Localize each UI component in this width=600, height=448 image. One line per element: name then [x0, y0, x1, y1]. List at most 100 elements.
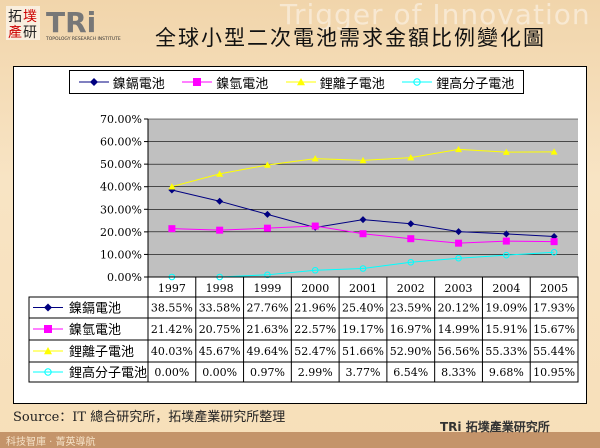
legend-label: 鋰離子電池 — [319, 76, 385, 92]
legend-label: 鎳鎘電池 — [112, 76, 165, 92]
legend-label: 鎳氫電池 — [216, 76, 269, 92]
table-cell: 27.76% — [246, 302, 288, 315]
data-point — [263, 161, 271, 168]
legend-item: 鋰離子電池 — [285, 73, 385, 92]
chart-svg: 0.00% 10.00% 20.00% 30.00% 40.00% 50.00% 60.00… — [28, 113, 579, 383]
source-note: Source：IT 總合研究所，拓墣產業研究所整理 — [13, 410, 286, 425]
y-tick-label: 30.00% — [100, 203, 142, 216]
plot-area — [148, 119, 578, 277]
x-tick-label: 2000 — [301, 282, 329, 295]
legend-swatch — [182, 78, 213, 86]
table-legend-diamond-icon — [44, 303, 52, 312]
legend-marker-square-icon — [193, 78, 202, 86]
x-tick-label: 1999 — [253, 282, 281, 295]
chart: 鎳鎘電池 鎳氫電池 鋰離子電池 鋰高分子電池 0.00% 10.00% 20.00% 30.… — [13, 66, 587, 404]
svg-text:墣: 墣 — [23, 9, 37, 25]
footer-brand: TRi 拓墣產業研究所 — [440, 420, 550, 434]
y-tick-label: 60.00% — [100, 136, 142, 149]
data-point — [407, 258, 415, 266]
data-point — [455, 145, 463, 153]
svg-text:產: 產 — [8, 24, 22, 41]
y-tick-label: 40.00% — [100, 181, 142, 194]
x-tick-label: 2005 — [540, 282, 568, 295]
tri-logo: 拓墣 產研 TRi TOPOLOGY RESEARCH INSTITUTE — [6, 6, 121, 42]
table-cell: 21.96% — [294, 302, 336, 315]
table-cell: 20.75% — [199, 323, 241, 336]
table-cell: 21.63% — [246, 323, 288, 336]
y-tick-label: 20.00% — [100, 226, 142, 239]
legend-label: 鋰高分子電池 — [436, 76, 515, 92]
table-legend-square-icon — [44, 325, 52, 333]
data-point — [216, 170, 224, 177]
series-line — [171, 251, 555, 278]
table-cell: 19.17% — [342, 323, 384, 336]
table-cell: 52.90% — [390, 345, 432, 358]
data-point — [216, 197, 224, 205]
table-series-name: 鋰高分子電池 — [69, 365, 147, 381]
table-cell: 14.99% — [438, 323, 480, 336]
watermark: Trigger of Innovation — [280, 0, 591, 31]
table-cell: 23.59% — [390, 302, 432, 315]
legend-item: 鎳氫電池 — [182, 73, 268, 92]
legend-marker-triangle-icon — [296, 78, 305, 86]
table-cell: 9.68% — [489, 366, 524, 379]
table-legend-triangle-icon — [44, 347, 52, 355]
table-series-name: 鎳鎘電池 — [69, 301, 121, 317]
table-cell: 16.97% — [390, 323, 432, 336]
table-cell: 33.58% — [199, 302, 241, 315]
y-tick-label: 50.00% — [100, 158, 142, 171]
table-cell: 0.00% — [154, 366, 189, 379]
data-point — [359, 216, 367, 224]
table-cell: 21.42% — [151, 323, 193, 336]
y-tick-label: 70.00% — [100, 113, 142, 126]
y-tick-label: 10.00% — [100, 248, 142, 261]
legend-swatch — [78, 78, 109, 86]
data-point — [264, 271, 271, 279]
slogan: 科技智庫 · 菁英導航 — [6, 437, 96, 448]
table-cell: 40.03% — [151, 345, 193, 358]
data-point — [502, 237, 510, 245]
data-point — [311, 222, 319, 230]
table-cell: 52.47% — [294, 345, 336, 358]
table-cell: 20.12% — [438, 302, 480, 315]
table-series-name: 鎳氫電池 — [69, 322, 121, 338]
data-point — [550, 248, 558, 256]
data-point — [168, 183, 176, 190]
footer-bar — [0, 432, 600, 448]
table-cell: 51.66% — [342, 345, 384, 358]
data-point — [216, 226, 224, 234]
data-point — [263, 224, 271, 232]
data-point — [502, 148, 510, 155]
data-point — [502, 230, 510, 238]
table-cell: 3.77% — [346, 366, 381, 379]
table-series-name: 鋰離子電池 — [69, 345, 134, 360]
table-cell: 0.00% — [202, 366, 237, 379]
data-point — [503, 251, 510, 259]
table-legend-circle-icon — [44, 368, 52, 376]
table-cell: 6.54% — [393, 366, 428, 379]
legend-swatch — [402, 78, 433, 86]
table-cell: 56.56% — [438, 345, 480, 358]
data-point — [550, 238, 558, 246]
table-cell: 55.44% — [533, 345, 575, 358]
data-point — [311, 266, 319, 274]
data-point — [407, 154, 415, 161]
table-cell: 22.57% — [294, 323, 336, 336]
legend: 鎳鎘電池 鎳氫電池 鋰離子電池 鋰高分子電池 — [69, 70, 524, 94]
table-cell: 0.97% — [250, 366, 285, 379]
table-cell: 45.67% — [199, 345, 241, 358]
data-point — [407, 235, 415, 243]
legend-marker-diamond-icon — [89, 78, 98, 86]
data-point — [359, 156, 367, 164]
x-tick-label: 2004 — [492, 282, 520, 295]
data-point — [550, 148, 558, 155]
data-point — [455, 239, 463, 247]
table-cell: 15.91% — [485, 323, 527, 336]
svg-text:拓: 拓 — [8, 9, 22, 25]
page-title: 全球小型二次電池需求金額比例變化圖 — [155, 26, 546, 50]
table-cell: 38.55% — [151, 302, 193, 315]
data-point — [455, 228, 463, 236]
svg-text:TRi: TRi — [46, 6, 96, 39]
data-point — [311, 155, 319, 162]
table-cell: 19.09% — [485, 302, 527, 315]
